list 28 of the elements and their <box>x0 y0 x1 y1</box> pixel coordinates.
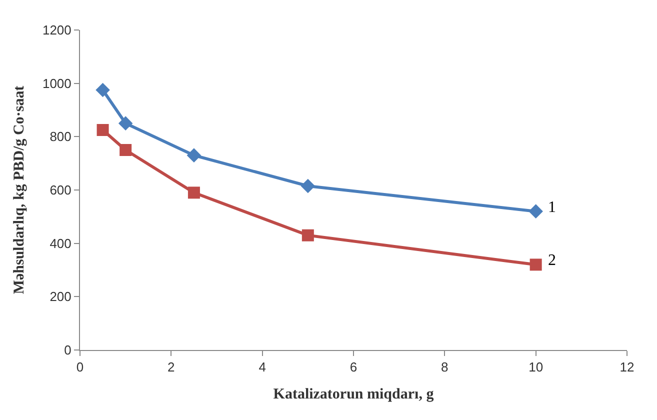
x-tick-label: 2 <box>168 360 175 375</box>
x-tick-label: 12 <box>620 360 634 375</box>
point <box>188 186 200 199</box>
point <box>96 82 110 98</box>
point <box>530 258 542 271</box>
y-tick-label: 200 <box>50 289 72 304</box>
series-label: 1 <box>548 199 556 216</box>
y-tick-label: 800 <box>50 129 72 144</box>
point <box>96 124 109 136</box>
x-tick-label: 0 <box>76 360 84 375</box>
point <box>186 148 202 162</box>
point <box>300 178 316 194</box>
x-axis-title: Katalizatorun miqdarı, g <box>273 386 434 403</box>
y-tick-label: 1200 <box>42 22 72 38</box>
point <box>528 204 543 218</box>
x-tick-label: 6 <box>350 360 358 375</box>
series-label: 2 <box>548 252 556 269</box>
y-tick-label: 1000 <box>42 76 72 91</box>
x-tick-label: 4 <box>258 360 266 375</box>
point <box>120 144 132 156</box>
y-tick-label: 400 <box>50 236 72 251</box>
y-axis-title: Məhsuldarlıq, kg PBD/g Co·saat <box>12 86 28 294</box>
point <box>118 116 133 130</box>
x-tick-label: 8 <box>441 360 448 375</box>
y-tick-label: 0 <box>64 342 72 358</box>
x-tick-label: 10 <box>528 360 544 375</box>
y-tick-label: 600 <box>50 182 72 198</box>
point <box>302 229 314 242</box>
